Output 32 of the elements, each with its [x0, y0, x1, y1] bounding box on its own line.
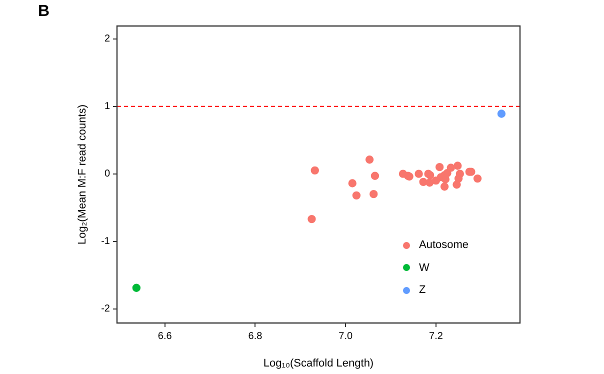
point	[452, 180, 461, 189]
point	[310, 166, 319, 175]
point	[454, 162, 462, 170]
point	[440, 182, 449, 191]
point	[365, 156, 374, 164]
point	[473, 174, 482, 183]
point	[352, 191, 361, 200]
y-tick-label: 2	[104, 34, 110, 45]
x-tick-label: 6.8	[248, 330, 263, 342]
y-tick-label: 0	[104, 168, 110, 180]
y-tick-label: -2	[101, 304, 110, 315]
y-tick-label: 1	[104, 101, 110, 112]
point	[308, 214, 316, 224]
point	[132, 284, 141, 292]
point	[370, 172, 380, 180]
legend-label: Autosome	[419, 239, 469, 252]
legend-label: W	[419, 262, 430, 274]
point	[446, 164, 455, 172]
x-tick-label: 7.0	[338, 330, 353, 342]
point	[497, 110, 506, 118]
point	[348, 179, 356, 188]
point	[426, 178, 434, 187]
point	[414, 170, 423, 178]
point	[435, 162, 444, 172]
x-tick-label: 7.2	[429, 330, 444, 342]
y-tick-label: -1	[101, 236, 110, 248]
legend-label: Z	[419, 284, 426, 296]
x-axis-title: Log₁₀(Scaffold Length)	[263, 357, 374, 370]
y-axis-title: Log₂(Mean M:F read counts)	[76, 104, 89, 244]
chart-title: B	[38, 3, 50, 21]
point	[370, 190, 378, 198]
x-tick-label: 6.6	[158, 330, 172, 342]
